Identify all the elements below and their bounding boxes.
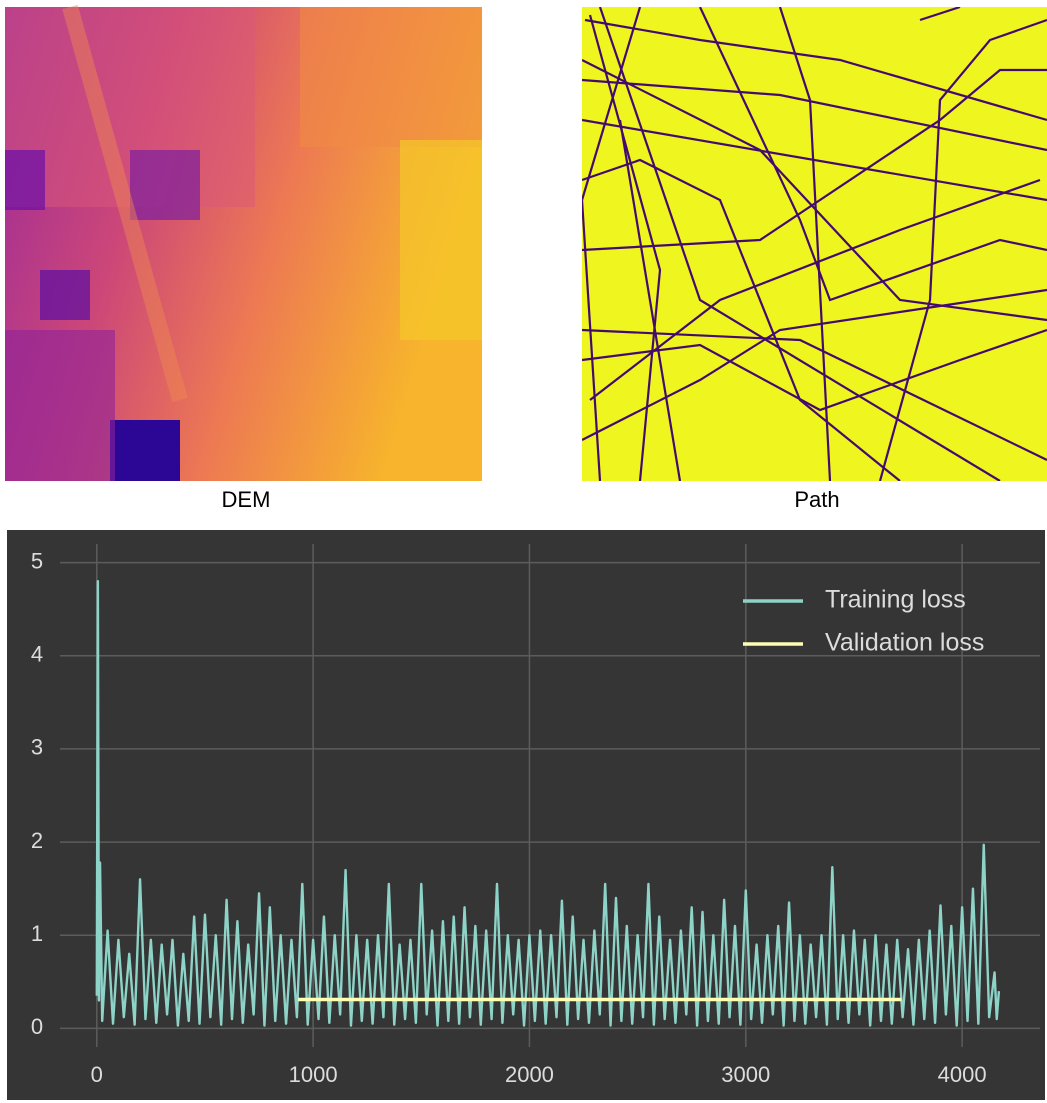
path-image	[582, 7, 1047, 481]
y-tick-label: 5	[31, 548, 43, 573]
chart-panel	[7, 530, 1045, 1100]
image-caption: Path	[794, 487, 839, 512]
page: DEM Path 0 1 2 3 4 5 0 1000 2000 3000 4000 Training…	[0, 0, 1047, 1103]
x-tick-label: 3000	[721, 1062, 770, 1087]
x-tick-label: 0	[91, 1062, 103, 1087]
y-tick-label: 0	[31, 1014, 43, 1039]
y-tick-label: 2	[31, 828, 43, 853]
x-tick-label: 4000	[938, 1062, 987, 1087]
legend-label: Validation loss	[825, 629, 984, 657]
dem-image	[5, 7, 482, 481]
image-caption: DEM	[222, 487, 271, 512]
x-tick-label: 2000	[505, 1062, 554, 1087]
figure: DEM Path 0 1 2 3 4 5 0 1000 2000 3000 4000 Training…	[0, 0, 1047, 1103]
x-tick-label: 1000	[289, 1062, 338, 1087]
y-tick-label: 1	[31, 921, 43, 946]
y-tick-label: 3	[31, 735, 43, 760]
y-tick-label: 4	[31, 642, 43, 667]
legend-label: Training loss	[825, 586, 966, 614]
